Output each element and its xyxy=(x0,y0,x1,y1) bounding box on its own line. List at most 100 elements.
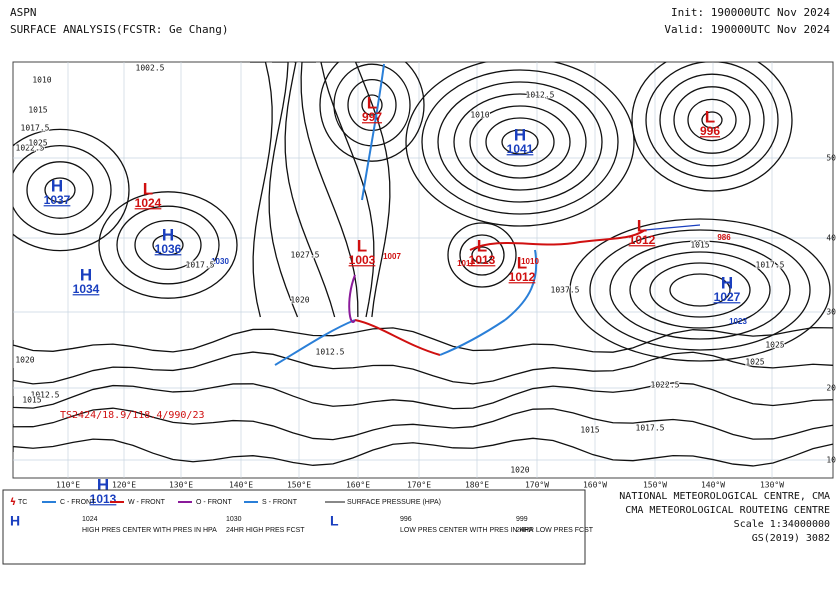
isobar-label: 1037.5 xyxy=(551,286,580,295)
occluded-front xyxy=(348,274,356,323)
legend: ϟ TC C - FRONT W - FRONT O - FRONT S - FRONT S… xyxy=(10,497,594,534)
legend-box xyxy=(2,489,586,565)
cold-front xyxy=(504,249,538,321)
isobar xyxy=(609,240,791,340)
isobar xyxy=(134,219,202,271)
isobar xyxy=(405,62,635,227)
isobar xyxy=(319,62,425,162)
product: ASPN xyxy=(10,6,37,19)
isobar xyxy=(421,69,619,215)
latitude-label: 10 xyxy=(826,456,836,465)
isobar xyxy=(300,62,359,318)
center-pressure: 1036 xyxy=(155,242,182,256)
legend-low-fcst-text: 24HR LOW PRES FCST xyxy=(516,527,594,534)
center-pressure: 1013 xyxy=(90,492,117,506)
longitude-label: 150°W xyxy=(643,481,667,490)
isobar-label: 1015 xyxy=(22,396,41,405)
isobar xyxy=(631,62,793,192)
forecast-pressure: 1012 xyxy=(457,259,475,268)
forecast-pressure: 986 xyxy=(717,233,731,242)
legend-isobar: SURFACE PRESSURE (HPA) xyxy=(347,499,441,506)
typhoon-label: TS2424/18.9/118.4/990/23 xyxy=(60,410,205,421)
center-symbol: H xyxy=(514,125,526,144)
legend-high-text: HIGH PRES CENTER WITH PRES IN HPA xyxy=(82,527,217,534)
footer-routeing: CMA METEOROLOGICAL ROUTEING CENTRE xyxy=(625,505,830,516)
forecast-pressure: 1030 xyxy=(211,257,229,266)
legend-high-value: 1024 xyxy=(82,516,98,523)
longitude-label: 110°E xyxy=(56,481,80,490)
legend-tc: TC xyxy=(18,499,27,506)
longitude-label: 170°E xyxy=(407,481,431,490)
isobar-label: 1012.5 xyxy=(526,91,555,100)
center-pressure: 1034 xyxy=(73,282,100,296)
isobar-label: 1017.5 xyxy=(21,124,50,133)
legend-low-text: LOW PRES CENTER WITH PRES IN HPA xyxy=(400,527,534,534)
isobar-label: 1022.5 xyxy=(16,144,45,153)
longitude-label: 130°W xyxy=(760,481,784,490)
isobar xyxy=(701,111,723,129)
isobar xyxy=(629,251,771,329)
longitude-label: 150°E xyxy=(287,481,311,490)
legend-high-fcst-value: 1030 xyxy=(226,516,242,523)
forecast-pressure: 1023 xyxy=(729,317,747,326)
isobar-label: 1012.5 xyxy=(316,348,345,357)
center-symbol: L xyxy=(357,236,367,255)
center-pressure: 1041 xyxy=(507,142,534,156)
center-symbol: L xyxy=(705,107,715,126)
isobar-label: 1015 xyxy=(28,106,47,115)
isobar-label: 1025 xyxy=(28,139,47,148)
isobar xyxy=(569,218,831,362)
longitude-label: 130°E xyxy=(169,481,193,490)
valid-time: Valid: 190000UTC Nov 2024 xyxy=(664,23,830,36)
isobar xyxy=(13,128,130,252)
longitude-label: 120°E xyxy=(112,481,136,490)
cold-front xyxy=(439,319,506,356)
center-pressure: 1027 xyxy=(714,290,741,304)
isobar xyxy=(659,73,765,167)
isobar xyxy=(152,234,184,256)
latitude-label: 40 xyxy=(826,234,836,243)
isobar xyxy=(13,326,833,353)
isobar xyxy=(13,144,112,236)
center-symbol: H xyxy=(51,176,63,195)
isobar xyxy=(116,205,220,285)
legend-front: S - FRONT xyxy=(262,499,298,506)
footer-scale: Scale 1:34000000 xyxy=(734,519,830,530)
center-pressure: 1012 xyxy=(509,270,536,284)
isobar xyxy=(471,246,493,264)
isobar xyxy=(98,191,238,299)
longitude-label: 180°E xyxy=(465,481,489,490)
isobar xyxy=(501,129,539,155)
isobar xyxy=(469,105,571,179)
isobar xyxy=(284,62,336,318)
longitude-label: 160°W xyxy=(583,481,607,490)
motion-arrow xyxy=(644,224,701,231)
forecast-pressure: 1007 xyxy=(383,252,401,261)
forecast-pressure: 1010 xyxy=(521,257,539,266)
center-pressure: 996 xyxy=(700,124,720,138)
center-symbol: L xyxy=(637,216,647,235)
center-symbol: H xyxy=(721,273,733,292)
isobar xyxy=(13,437,833,467)
legend-low-value: 996 xyxy=(400,516,412,523)
legend-low-symbol: L xyxy=(330,513,339,529)
isobar-label: 1025 xyxy=(765,341,784,350)
latitude-label: 50 xyxy=(826,154,836,163)
legend-front: C - FRONT xyxy=(60,499,96,506)
isobar-label: 1002.5 xyxy=(136,64,165,73)
map-labels: 110°E 120°E 130°E 140°E 150°E 160°E 170°E 180°E… xyxy=(14,63,836,507)
isobar xyxy=(447,222,517,288)
isobar-label: 1012.5 xyxy=(31,391,60,400)
center-symbol: L xyxy=(367,93,377,112)
center-symbol: L xyxy=(517,253,527,272)
init-time: Init: 190000UTC Nov 2024 xyxy=(671,6,830,19)
cold-front xyxy=(274,319,356,366)
isobar-label: 1025 xyxy=(745,358,764,367)
fronts xyxy=(274,63,701,366)
isobar-label: 1020 xyxy=(290,296,309,305)
isobar xyxy=(13,382,833,410)
center-symbol: H xyxy=(80,265,92,284)
isobar xyxy=(669,273,731,307)
isobar xyxy=(250,62,273,318)
